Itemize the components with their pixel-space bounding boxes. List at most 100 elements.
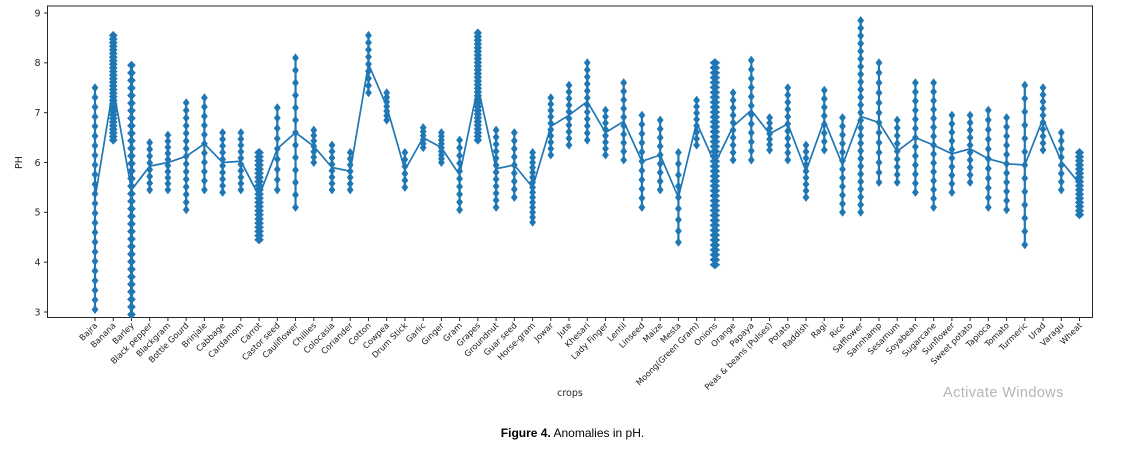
ph-point [127,211,136,221]
ph-point [984,125,992,135]
ph-point [857,123,865,133]
cluster-points [328,140,336,195]
ph-point [201,157,208,167]
ph-point [620,86,628,96]
ph-point [292,90,299,100]
ph-point [529,192,536,202]
ph-point [565,127,573,137]
ph-point [709,132,721,142]
ph-point [127,159,136,168]
ph-point [784,97,792,107]
cluster-points [127,60,136,319]
ph-point [857,108,865,118]
cluster-points [473,28,482,145]
ph-point [164,179,172,189]
cluster-points [766,113,773,155]
ph-point [656,176,664,186]
cluster-points [492,125,500,212]
ph-point [456,197,463,207]
ph-point [565,114,573,123]
ph-point [857,16,865,25]
ph-point [893,139,901,148]
ph-point [638,193,646,203]
ph-point [1003,177,1010,187]
ph-point [273,103,281,113]
ph-point [583,135,591,145]
ph-point [1057,169,1065,178]
ph-point [709,117,721,127]
cluster-points [201,93,208,195]
ph-point [365,73,372,83]
ph-point [984,183,992,193]
ph-point [766,123,773,133]
ph-point [638,129,646,139]
ph-point [219,174,226,184]
ph-point [620,78,628,88]
ph-point [930,131,937,141]
ph-point [638,147,646,157]
ph-point [219,161,226,171]
cluster-points [930,78,937,212]
ph-point [529,177,536,187]
ph-point [820,85,828,95]
ph-point [857,100,865,110]
ph-point [182,174,190,184]
ph-point [127,60,136,70]
cluster-points [966,110,974,187]
ph-point [383,97,391,107]
cluster-points [91,83,99,314]
ph-point [91,276,99,286]
ph-point [675,170,682,180]
ph-point [875,138,883,148]
ph-point [1021,187,1029,197]
ph-point [164,136,172,146]
ph-point [729,95,737,105]
ph-point [709,156,721,166]
ph-point [565,140,573,150]
ph-point [839,113,846,123]
ph-point [802,192,810,202]
cluster-points [675,148,682,247]
ph-point [273,154,281,164]
ph-point [912,87,919,97]
ph-point [529,207,536,217]
ph-point [510,128,518,138]
figure-caption-text: Anomalies in pH. [550,426,645,440]
ph-point [583,79,591,89]
ph-point [91,92,99,102]
ph-point [709,176,721,186]
cluster-points [365,30,372,98]
ph-point [839,147,846,157]
ph-point [709,250,721,260]
ph-point [1039,104,1047,113]
ph-point [820,119,828,129]
ph-point [802,179,810,189]
ph-point [565,94,573,103]
ph-point [127,83,136,93]
ph-point [91,237,99,247]
ph-point [273,144,281,154]
ph-point [984,134,992,144]
ph-point [328,179,336,188]
ph-point [237,159,245,169]
ph-point [292,115,299,125]
ph-point [127,106,136,116]
ph-point [602,131,609,141]
ph-point [875,158,883,167]
ph-point [875,128,883,138]
ph-point [127,91,136,100]
ph-point [930,122,937,132]
ph-point [930,194,937,203]
cluster-points [146,138,154,195]
ph-point [875,148,883,157]
ph-point [201,120,208,130]
ph-point [966,148,974,157]
ph-point [1003,196,1010,206]
ph-point [620,129,628,139]
ph-point [127,113,136,123]
ph-point [182,105,190,115]
ph-point [529,163,536,172]
ph-point [948,110,956,120]
ph-point [729,148,737,157]
ph-point [510,144,518,154]
